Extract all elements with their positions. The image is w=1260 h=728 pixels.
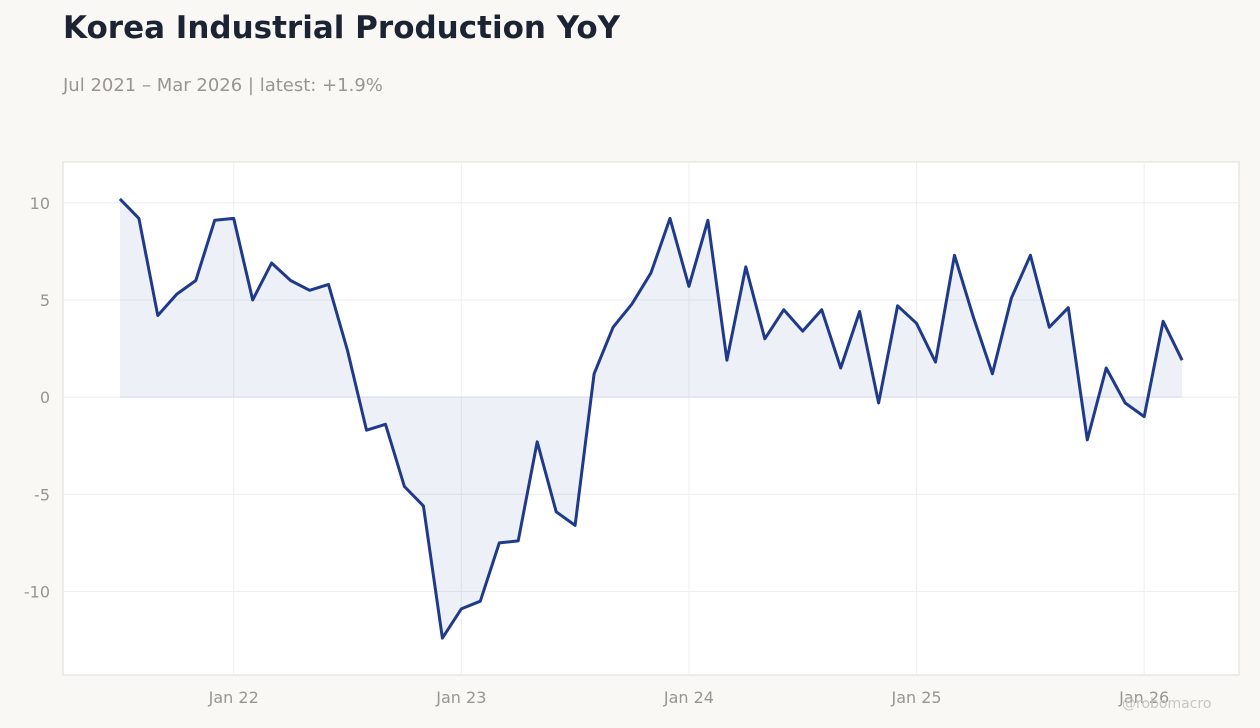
x-grid: [233, 162, 1145, 675]
x-tick-label: Jan 23: [435, 688, 486, 707]
plot-area: [62, 161, 1240, 676]
y-tick-label: 0: [40, 388, 50, 407]
chart-title: Korea Industrial Production YoY: [63, 10, 621, 46]
y-axis: 10 5 0 -5 -10: [24, 194, 50, 602]
x-tick-label: Jan 24: [663, 688, 714, 707]
y-tick-label: -5: [34, 485, 50, 504]
y-tick-label: 5: [40, 291, 50, 310]
series-line: [118, 197, 1184, 640]
x-tick-label: Jan 26: [1118, 688, 1169, 707]
x-tick-label: Jan 22: [208, 688, 259, 707]
x-tick-label: Jan 25: [890, 688, 941, 707]
x-axis: Jan 22 Jan 23 Jan 24 Jan 25 Jan 26: [208, 688, 1170, 707]
area-fill: [119, 198, 1183, 639]
chart-subtitle: Jul 2021 – Mar 2026 | latest: +1.9%: [63, 75, 383, 96]
y-tick-label: 10: [30, 194, 50, 213]
y-tick-label: -10: [24, 582, 50, 601]
watermark: @robomacro: [1122, 696, 1212, 712]
